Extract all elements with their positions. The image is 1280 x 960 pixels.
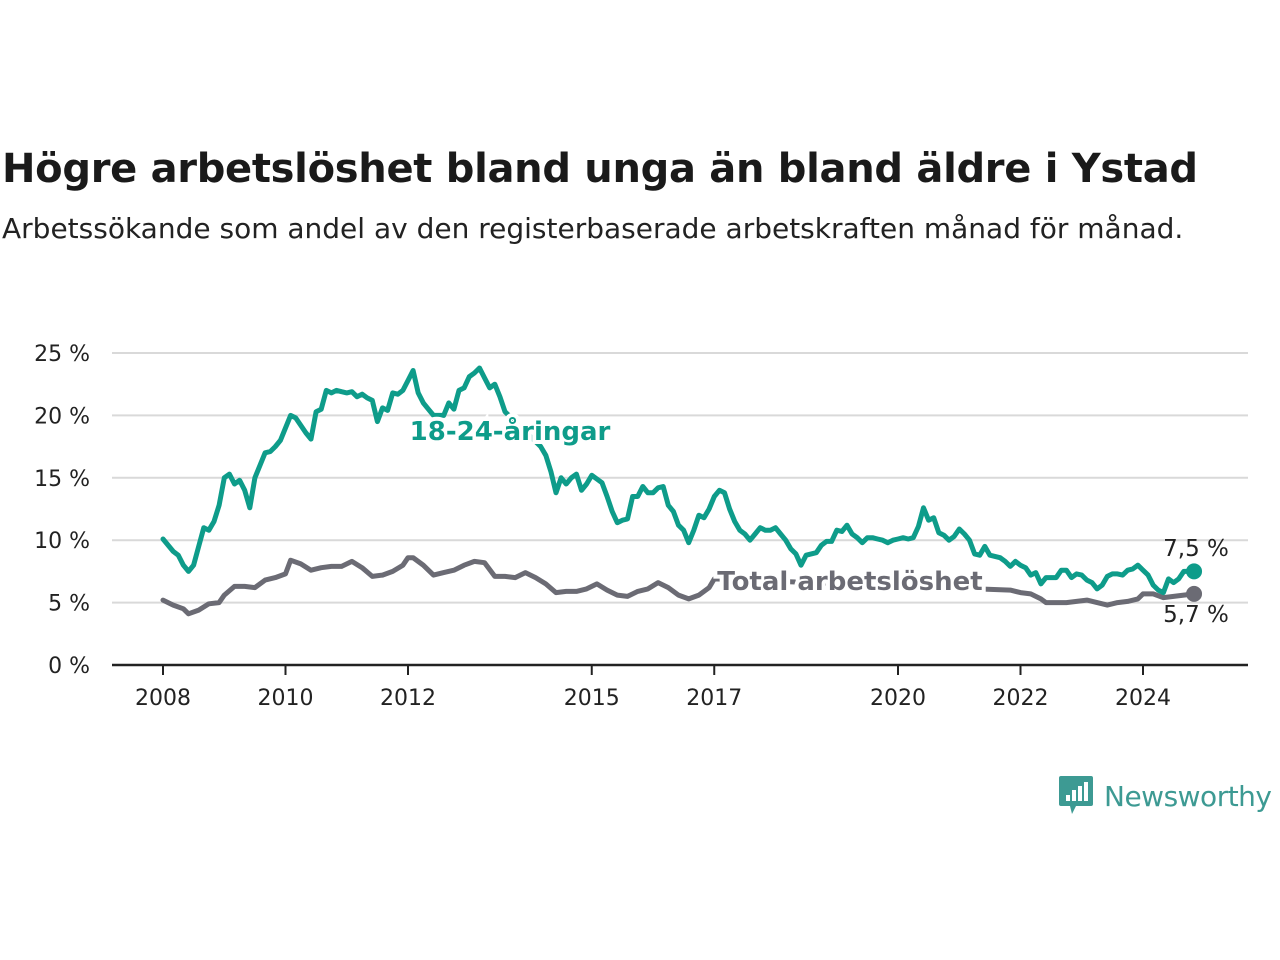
y-tick-label: 25 % [34, 342, 90, 367]
x-tick-label: 2010 [258, 686, 314, 711]
grid-lines [112, 352, 1248, 604]
series-labels: 18-24-åringar Total arbetslöshet 7,5 % 5,7 … [406, 411, 1229, 628]
y-tick-label: 5 % [48, 592, 90, 617]
chart-subtitle: Arbetssökande som andel av den registerb… [2, 212, 1184, 245]
x-tick-label: 2022 [993, 686, 1049, 711]
y-tick-label: 0 % [48, 654, 90, 679]
end-label-youth: 7,5 % [1163, 536, 1229, 562]
x-tick-label: 2015 [564, 686, 620, 711]
series-end-point-1 [1186, 585, 1203, 602]
x-tick-label: 2017 [686, 686, 742, 711]
series-end-point-0 [1186, 563, 1203, 580]
x-tick-label: 2024 [1115, 686, 1171, 711]
brand-logo[interactable]: Newsworthy [1058, 774, 1272, 818]
x-tick-label: 2008 [135, 686, 191, 711]
chart-title: Högre arbetslöshet bland unga än bland ä… [2, 146, 1198, 192]
x-tick-label: 2020 [870, 686, 926, 711]
y-axis-ticks: 0 % 5 % 10 % 15 % 20 % 25 % [34, 342, 90, 679]
y-tick-label: 15 % [34, 467, 90, 492]
end-label-total: 5,7 % [1163, 602, 1229, 628]
newsworthy-logo-icon [1059, 776, 1093, 814]
series-label-youth: 18-24-åringar [410, 415, 611, 447]
series-label-total: Total arbetslöshet [717, 567, 982, 597]
series-line-0 [160, 365, 1197, 596]
x-axis: 2008 2010 2012 2015 2017 2020 2022 2024 [112, 663, 1248, 711]
y-tick-label: 10 % [34, 529, 90, 554]
x-tick-label: 2012 [380, 686, 436, 711]
series-line-1 [160, 555, 1197, 617]
series-lines [160, 365, 1203, 617]
y-tick-label: 20 % [34, 404, 90, 429]
brand-name: Newsworthy [1104, 779, 1272, 813]
